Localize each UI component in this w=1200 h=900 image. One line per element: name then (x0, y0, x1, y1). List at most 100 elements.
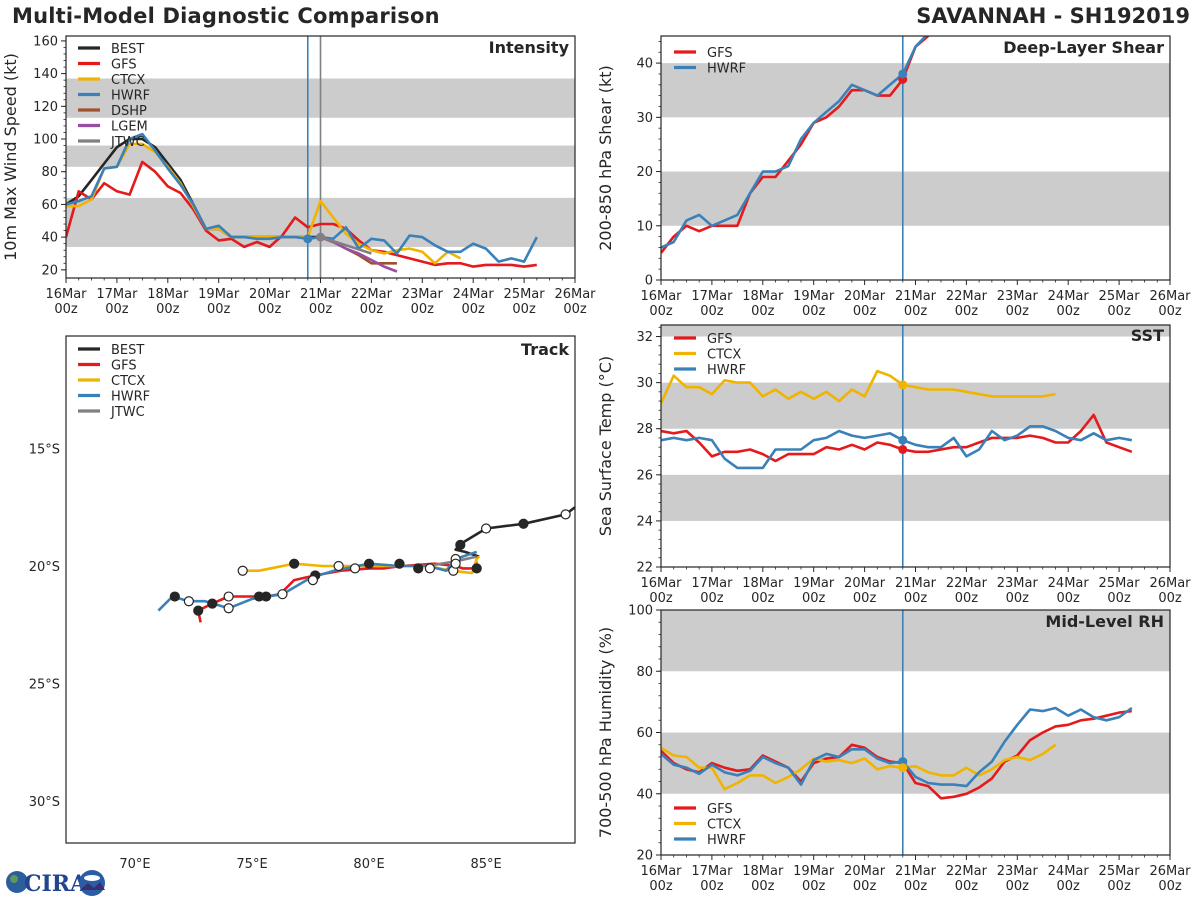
legend-label-lgem: LGEM (111, 120, 148, 135)
x-tick-sublabel: 00z (955, 304, 979, 319)
track-point-gfs (471, 563, 482, 574)
track-point-gfs (193, 605, 204, 616)
series-line-hwrf (661, 425, 1133, 470)
x-tick-sublabel: 00z (649, 879, 673, 894)
init-marker-hwrf (303, 234, 313, 244)
x-tick-sublabel: 00z (853, 304, 877, 319)
track-point-gfs (413, 563, 424, 574)
legend-label-hwrf: HWRF (707, 833, 746, 848)
track-point-hwrf (363, 558, 375, 569)
x-tick-label: 22Mar (946, 576, 988, 591)
y-tick-label: 22 (636, 561, 653, 576)
x-tick-sublabel: 00z (853, 879, 877, 894)
x-tick-label: 19Mar (793, 864, 835, 879)
x-tick-label: 25Mar (1099, 289, 1141, 304)
panel-title: SST (1131, 326, 1164, 345)
y-tick-label: 30 (636, 376, 653, 391)
legend-label-best: BEST (111, 343, 144, 358)
x-tick-label: 20Mar (844, 289, 886, 304)
x-tick-label: 23Mar (997, 289, 1039, 304)
x-tick-sublabel: 00z (700, 879, 724, 894)
x-tick-label: 21Mar (895, 576, 937, 591)
legend-label-ctcx: CTCX (111, 73, 145, 88)
init-marker-hwrf (898, 435, 908, 445)
series-line-hwrf (661, 706, 1133, 788)
panel-rh: 2040608010016Mar00z17Mar00z18Mar00z19Mar… (596, 604, 1191, 895)
x-tick-sublabel: 00z (1107, 879, 1131, 894)
x-tick-sublabel: 00z (700, 591, 724, 606)
x-tick-label: 19Mar (793, 289, 835, 304)
x-tick-sublabel: 00z (1057, 591, 1081, 606)
x-tick-sublabel: 00z (1107, 591, 1131, 606)
cira-logo: CIRA (4, 866, 108, 898)
x-tick-sublabel: 00z (360, 302, 384, 317)
x-tick-label: 26Mar (554, 287, 596, 302)
track-point-hwrf (394, 558, 405, 569)
y-tick-label: 30 (636, 111, 653, 126)
x-tick-sublabel: 00z (853, 591, 877, 606)
y-tick-label: 40 (636, 787, 653, 802)
y-tick-label: 28 (636, 422, 653, 437)
track-point-ctcx (333, 560, 344, 572)
shaded-band (661, 63, 1170, 118)
y-tick-label: 24 (636, 514, 653, 529)
x-tick-sublabel: 00z (1158, 304, 1182, 319)
y-tick-label: 40 (636, 57, 653, 72)
panel-title: Intensity (489, 38, 570, 57)
series-group (66, 132, 538, 273)
x-tick-sublabel: 00z (1006, 591, 1030, 606)
shaded-band (661, 171, 1170, 226)
x-tick-label: 22Mar (946, 289, 988, 304)
shaded-band (661, 610, 1170, 672)
x-tick-label: 22Mar (351, 287, 393, 302)
x-tick-sublabel: 00z (54, 302, 78, 317)
panel-intensity: 2040608010012014016016Mar00z17Mar00z18Ma… (1, 34, 596, 317)
x-tick-sublabel: 00z (1006, 879, 1030, 894)
panel-title: Deep-Layer Shear (1003, 38, 1164, 57)
track-point-best (560, 509, 571, 520)
y-tick-label: 140 (33, 67, 58, 82)
x-tick-label: 23Mar (997, 864, 1039, 879)
shaded-band (661, 732, 1170, 794)
legend-label-jtwc: JTWC (110, 405, 145, 420)
lon-tick-label: 80°E (353, 857, 384, 872)
x-tick-label: 26Mar (1149, 864, 1191, 879)
x-tick-label: 20Mar (844, 576, 886, 591)
storm-title: SAVANNAH - SH192019 (916, 4, 1190, 28)
legend-label-gfs: GFS (111, 359, 137, 374)
x-tick-label: 25Mar (1099, 576, 1141, 591)
shaded-band (661, 382, 1170, 429)
track-point-best (455, 539, 466, 551)
track-series-group (157, 506, 575, 623)
x-tick-label: 17Mar (691, 289, 733, 304)
track-point-best (480, 523, 492, 534)
legend-label-gfs: GFS (707, 332, 733, 347)
x-tick-sublabel: 00z (802, 304, 826, 319)
x-tick-sublabel: 00z (156, 302, 180, 317)
y-tick-label: 20 (41, 263, 58, 278)
x-tick-label: 16Mar (640, 289, 682, 304)
y-tick-label: 40 (41, 231, 58, 246)
y-tick-label: 60 (636, 726, 653, 741)
x-tick-sublabel: 00z (751, 591, 775, 606)
track-point-gfs (207, 598, 218, 609)
x-tick-sublabel: 00z (1006, 304, 1030, 319)
series-line-hwrf (661, 36, 927, 249)
x-tick-label: 23Mar (402, 287, 444, 302)
init-marker-ctcx (898, 380, 908, 390)
x-tick-sublabel: 00z (512, 302, 536, 317)
x-tick-label: 17Mar (691, 576, 733, 591)
x-tick-sublabel: 00z (904, 591, 928, 606)
main-title: Multi-Model Diagnostic Comparison (12, 4, 440, 28)
x-tick-label: 24Mar (1048, 864, 1090, 879)
y-tick-label: 0 (645, 274, 653, 289)
shaded-band (661, 474, 1170, 521)
x-tick-label: 20Mar (249, 287, 291, 302)
track-point-hwrf (424, 563, 436, 574)
track-point-hwrf (223, 603, 234, 614)
x-tick-label: 19Mar (793, 576, 835, 591)
lon-tick-label: 85°E (470, 857, 501, 872)
track-point-hwrf (349, 563, 361, 574)
